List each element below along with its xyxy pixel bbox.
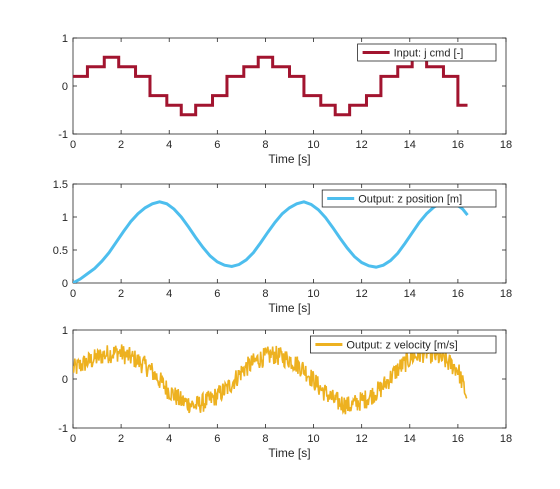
x-tick-label: 16 [452, 139, 464, 151]
x-tick-label: 2 [118, 139, 124, 151]
x-tick-label: 10 [307, 139, 319, 151]
x-tick-label: 6 [214, 139, 220, 151]
x-tick-label: 4 [166, 288, 172, 300]
x-tick-label: 8 [262, 433, 268, 445]
x-tick-label: 14 [404, 433, 416, 445]
x-tick-label: 4 [166, 433, 172, 445]
legend-box [321, 189, 497, 208]
x-tick-label: 14 [404, 139, 416, 151]
x-tick-label: 12 [356, 139, 368, 151]
x-tick-label: 8 [262, 288, 268, 300]
y-tick-label: 0 [62, 374, 68, 386]
x-tick-label: 12 [356, 288, 368, 300]
x-tick-label: 4 [166, 139, 172, 151]
legend-box [309, 335, 497, 354]
x-axis-label: Time [s] [268, 446, 310, 460]
y-tick-label: -1 [58, 423, 68, 435]
series-line-1 [73, 55, 468, 117]
legend-box [357, 43, 497, 62]
chart-2: 0 2 4 6 8 10 12 14 16 18 0 0.5 1 1.5 Time [s] Output: z… [53, 179, 512, 315]
x-tick-label: 6 [214, 288, 220, 300]
legend-label: Output: z velocity [m/s] [346, 340, 457, 352]
series-line-1 [73, 200, 469, 283]
x-tick-label: 0 [70, 433, 76, 445]
x-tick-label: 0 [70, 139, 76, 151]
x-tick-label: 18 [500, 288, 512, 300]
x-tick-label: 2 [118, 433, 124, 445]
x-tick-label: 12 [356, 433, 368, 445]
y-tick-label: 1 [62, 325, 68, 337]
y-tick-label: 0 [62, 81, 68, 93]
x-tick-label: 16 [452, 288, 464, 300]
y-tick-label: 1 [62, 212, 68, 224]
x-tick-label: 2 [118, 288, 124, 300]
legend: Output: z position [m] [321, 189, 497, 208]
legend: Input: j cmd [-] [357, 43, 497, 62]
x-tick-label: 8 [262, 139, 268, 151]
y-tick-label: 1.5 [53, 179, 68, 191]
x-tick-label: 6 [214, 433, 220, 445]
x-tick-label: 18 [500, 433, 512, 445]
series-line-1 [73, 341, 468, 415]
x-tick-label: 14 [404, 288, 416, 300]
y-tick-label: 0 [62, 278, 68, 290]
x-axis-label: Time [s] [268, 301, 310, 315]
y-tick-label: 0.5 [53, 245, 68, 257]
y-tick-label: 1 [62, 33, 68, 45]
x-tick-label: 0 [70, 288, 76, 300]
legend-label: Input: j cmd [-] [394, 48, 464, 60]
x-tick-label: 16 [452, 433, 464, 445]
x-tick-label: 18 [500, 139, 512, 151]
legend-label: Output: z position [m] [358, 194, 462, 206]
x-axis-label: Time [s] [268, 152, 310, 166]
x-tick-label: 10 [307, 433, 319, 445]
x-tick-label: 10 [307, 288, 319, 300]
y-tick-label: -1 [58, 129, 68, 141]
legend: Output: z velocity [m/s] [309, 335, 497, 354]
